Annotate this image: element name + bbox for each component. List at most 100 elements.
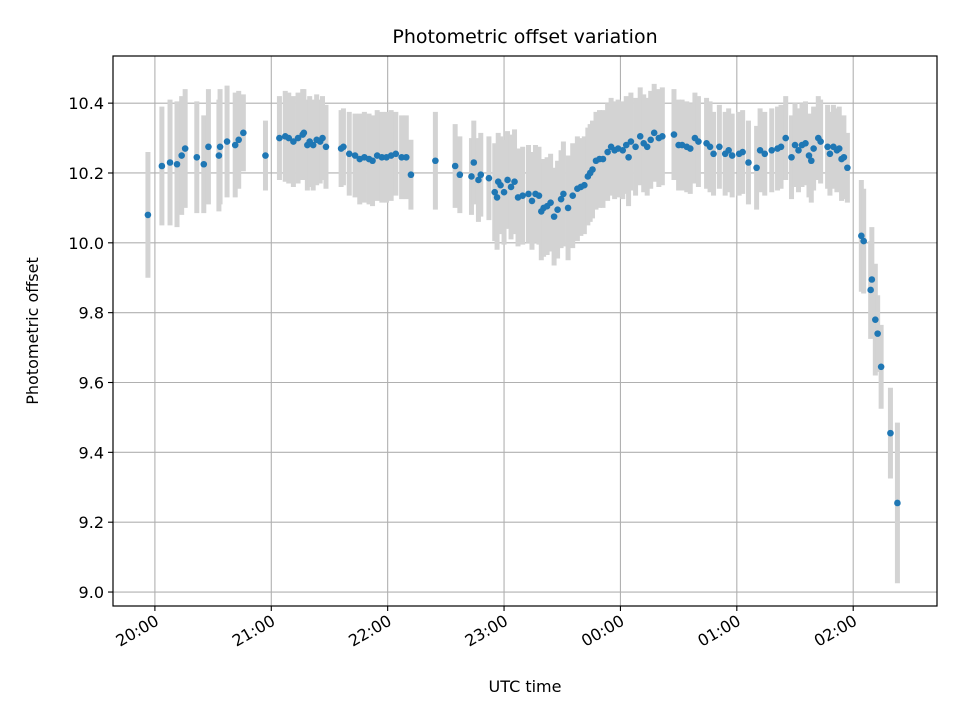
data-point [345,150,353,158]
data-point [795,146,802,154]
data-point [647,136,654,144]
data-point [739,148,746,156]
data-point [728,152,736,159]
data-point [894,499,901,507]
data-point [319,134,326,142]
data-point [706,143,714,151]
data-point [392,150,400,158]
data-point [745,159,752,166]
data-point [511,178,518,186]
data-point [477,171,485,179]
data-point [294,134,302,142]
data-point [860,237,867,245]
data-point [144,211,152,219]
data-point [650,129,658,137]
data-point [589,166,596,173]
y-tick-label: 10.0 [68,234,104,253]
data-point [805,152,813,159]
data-point [504,176,511,184]
data-point [166,159,174,166]
data-point [432,157,439,165]
data-point [632,143,639,151]
data-point [491,188,499,196]
data-point [262,152,269,159]
data-point [659,133,666,140]
data-point [215,152,223,159]
data-point [178,152,185,159]
data-point [636,133,644,140]
data-point [519,192,526,199]
y-tick-label: 9.4 [79,443,104,462]
data-point [817,138,824,145]
chart-title: Photometric offset variation [392,26,657,48]
data-point [181,145,189,152]
data-point [407,171,415,179]
data-point [802,140,809,147]
data-point [782,134,790,142]
data-point [560,190,567,198]
data-point [398,153,405,161]
data-point [290,138,297,145]
data-point [725,146,732,154]
data-point [500,188,508,196]
data-point [768,146,776,154]
data-point [200,160,208,168]
data-point [535,192,543,199]
y-axis-label: Photometric offset [23,257,42,405]
data-point [300,129,308,137]
data-point [716,143,723,151]
data-point [877,363,885,371]
data-point [240,129,247,137]
data-point [231,141,239,149]
data-point [369,157,376,165]
data-point [205,143,212,151]
data-point [756,146,764,154]
data-point [777,143,785,151]
data-point [625,153,632,161]
data-point [643,143,651,151]
data-point [378,153,386,161]
data-point [557,195,565,203]
data-point [695,138,702,145]
data-point [550,213,558,220]
data-point [402,153,410,161]
data-point [235,136,242,144]
plot-frame [112,55,938,607]
data-point [872,316,879,323]
data-point [528,197,536,205]
data-point [285,134,293,142]
data-point [216,143,224,151]
data-point [840,153,848,161]
data-point [468,173,475,180]
data-point [158,162,166,170]
data-point [564,204,572,212]
x-axis-label: UTC time [489,677,562,696]
data-point [874,330,881,337]
data-point [470,159,478,166]
data-point [686,145,694,152]
data-point [887,429,894,437]
data-point [753,164,760,172]
data-point [569,192,577,199]
y-tick-label: 9.8 [79,304,104,323]
data-point [485,174,493,182]
data-point [193,153,201,161]
data-point [604,148,611,156]
y-tick-label: 9.2 [79,513,104,532]
y-tick-label: 10.4 [68,94,104,113]
data-point [276,134,283,142]
y-axis-ticks: 9.0 9.2 9.4 9.6 9.8 10.0 10.2 10.4 [68,94,113,602]
data-point [451,162,459,170]
data-point [351,152,359,159]
data-point [826,150,834,158]
data-point [599,155,607,163]
data-point [340,143,347,151]
data-point [788,153,795,161]
data-point [223,138,231,145]
data-point [867,286,874,294]
data-point [627,138,635,145]
data-point [475,176,482,184]
y-tick-label: 9.6 [79,374,104,393]
data-point [309,141,317,149]
data-point [761,150,769,158]
